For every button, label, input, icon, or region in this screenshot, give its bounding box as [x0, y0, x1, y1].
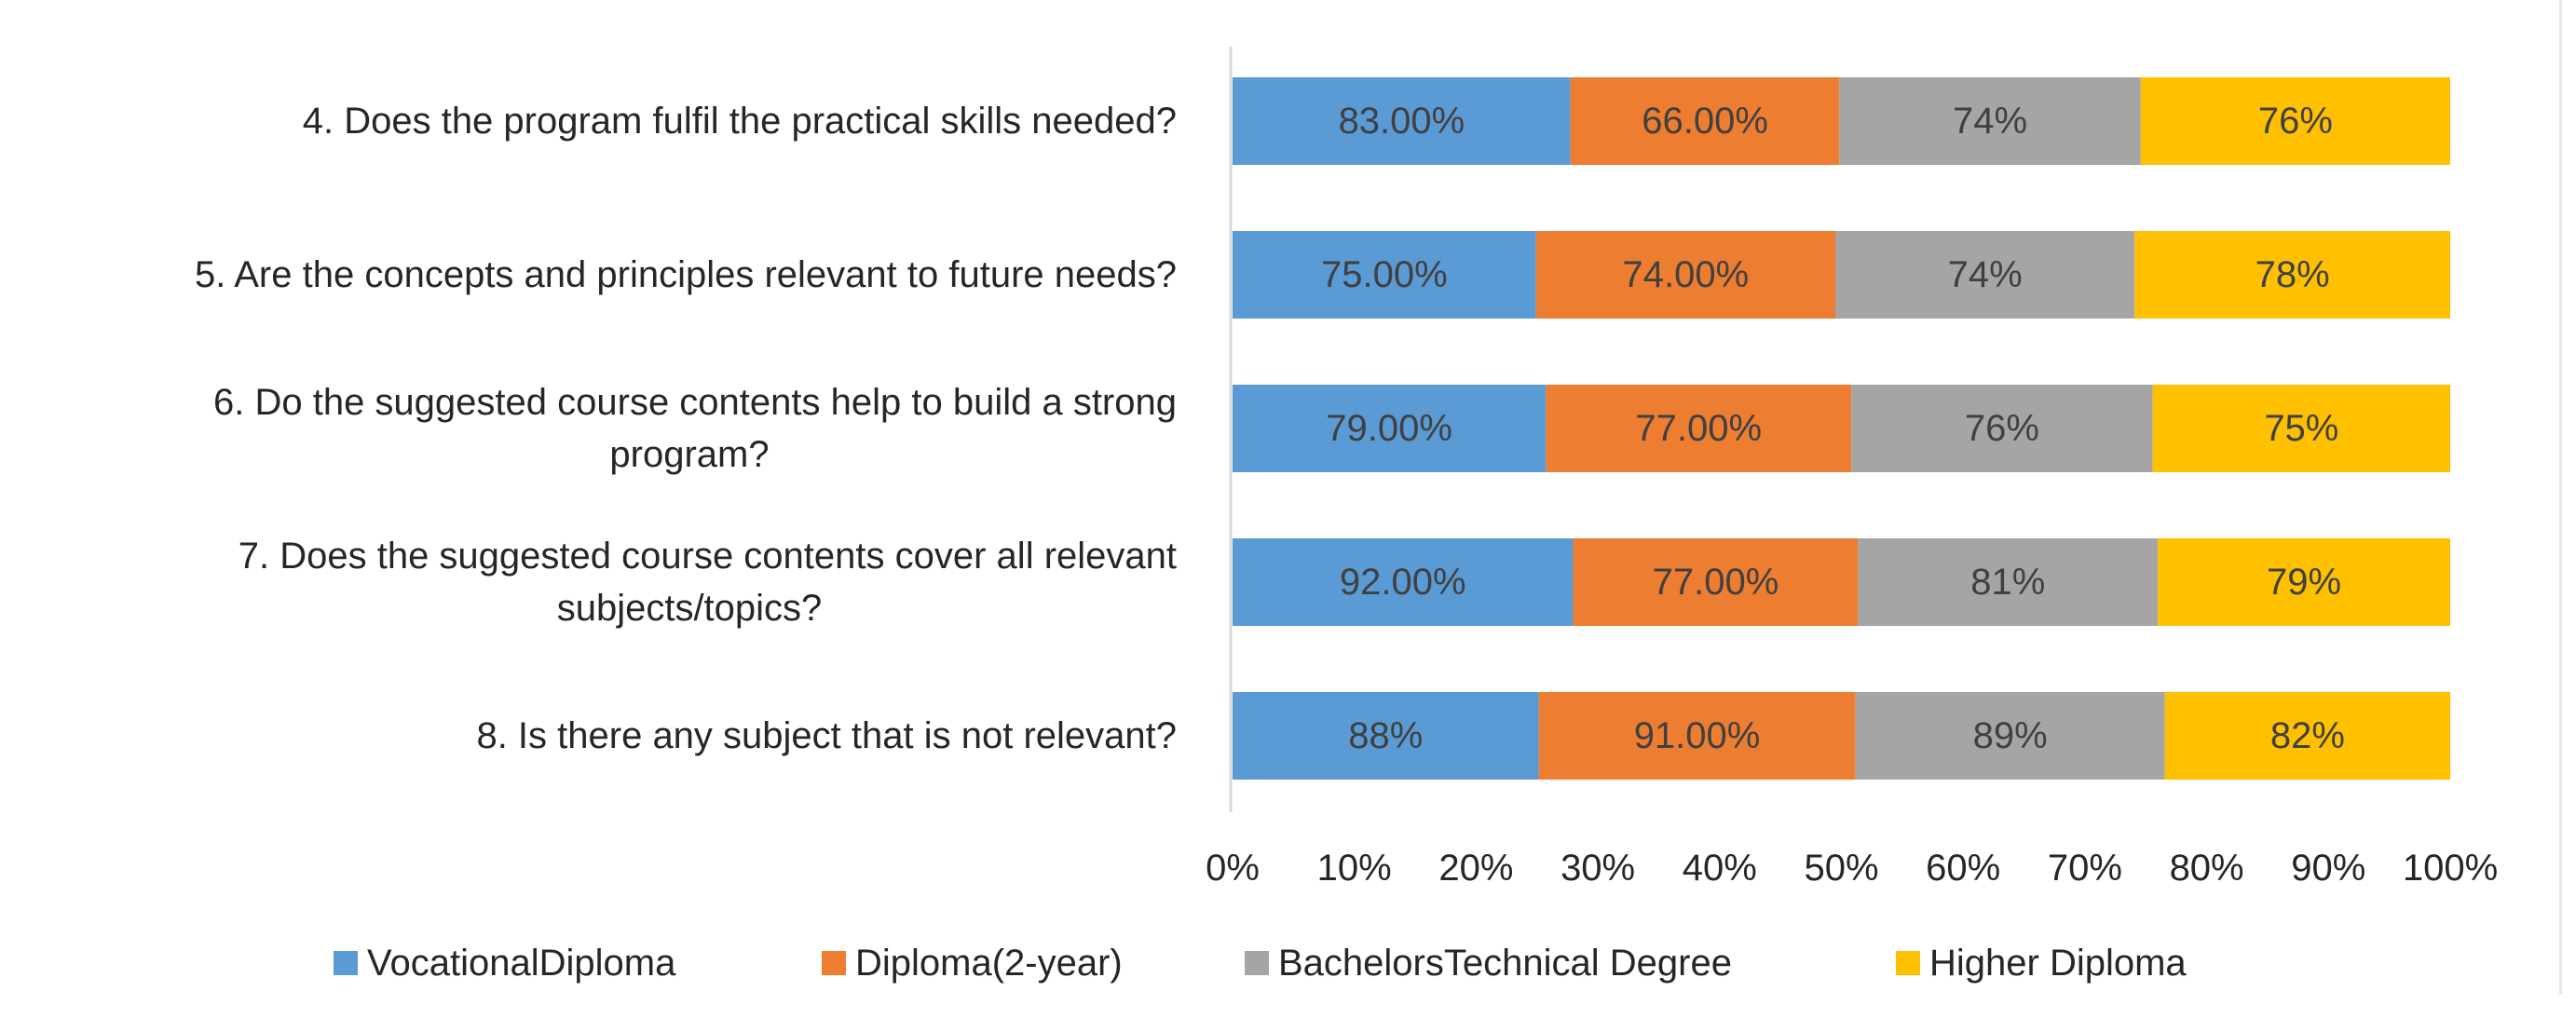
bar-segment	[1535, 231, 1835, 319]
bar-segment	[1233, 231, 1536, 319]
legend-swatch	[334, 951, 358, 975]
data-label: 77.00%	[1635, 408, 1762, 449]
data-label: 91.00%	[1634, 715, 1761, 756]
bar-segment	[2164, 692, 2450, 780]
category-label: 5. Are the concepts and principles relev…	[195, 254, 1177, 295]
x-tick-label: 50%	[1804, 848, 1878, 889]
data-label: 88%	[1348, 715, 1423, 756]
x-tick-label: 80%	[2170, 848, 2244, 889]
bar-segment	[1839, 77, 2141, 165]
data-label: 76%	[1965, 408, 2039, 449]
data-label: 92.00%	[1340, 562, 1466, 603]
category-label-line: 5. Are the concepts and principles relev…	[195, 254, 1177, 295]
bar-segment	[1834, 231, 2135, 319]
legend: VocationalDiploma Diploma(2-year) Bachelor…	[334, 943, 2187, 984]
data-label: 75.00%	[1321, 254, 1448, 295]
data-labels-layer: 83.00% 66.00% 74% 76% 75.00% 74.00% 74% 78% 79.0…	[1321, 101, 2345, 756]
category-label: 8. Is there any subject that is not rele…	[476, 715, 1177, 756]
data-label: 78%	[2256, 254, 2330, 295]
bar-segment	[1855, 692, 2165, 780]
category-label-line: 8. Is there any subject that is not rele…	[476, 715, 1177, 756]
x-tick-label: 100%	[2403, 848, 2498, 889]
bars-layer	[1233, 77, 2450, 780]
data-label: 81%	[1970, 562, 2045, 603]
category-label: 4. Does the program fulfil the practical…	[303, 101, 1177, 142]
bar-segment	[1233, 538, 1574, 626]
data-label: 89%	[1973, 715, 2048, 756]
x-tick-label: 60%	[1926, 848, 2000, 889]
category-label-line: 7. Does the suggested course contents co…	[239, 536, 1177, 577]
category-label-line: 4. Does the program fulfil the practical…	[303, 101, 1177, 142]
data-label: 79.00%	[1326, 408, 1452, 449]
bar-segment	[1538, 692, 1856, 780]
category-label-line: subjects/topics?	[557, 588, 823, 629]
bar-segment	[2152, 385, 2450, 472]
legend-swatch	[822, 951, 846, 975]
category-label: 6. Do the suggested course contents help…	[213, 382, 1177, 475]
x-tick-label: 10%	[1317, 848, 1392, 889]
bar-segment	[1570, 77, 1840, 165]
x-tick-label: 0%	[1206, 848, 1260, 889]
bar-segment	[1851, 385, 2153, 472]
x-axis-ticks: 0% 10% 20% 30% 40% 50% 60% 70% 80% 90% 100%	[1206, 848, 2498, 889]
bar-segment	[1858, 538, 2159, 626]
data-label: 74%	[1948, 254, 2023, 295]
legend-swatch	[1245, 951, 1269, 975]
bar-segment	[1573, 538, 1859, 626]
x-tick-label: 40%	[1683, 848, 1757, 889]
x-tick-label: 20%	[1438, 848, 1513, 889]
data-label: 75%	[2264, 408, 2338, 449]
category-label-line: program?	[609, 434, 769, 475]
data-label: 77.00%	[1653, 562, 1779, 603]
legend-swatch	[1896, 951, 1920, 975]
bar-segment	[2158, 538, 2450, 626]
legend-label: VocationalDiploma	[367, 943, 676, 984]
x-tick-label: 70%	[2048, 848, 2122, 889]
data-label: 66.00%	[1642, 101, 1768, 142]
category-label-line: 6. Do the suggested course contents help…	[213, 382, 1177, 423]
chart-border-edge	[2559, 0, 2562, 995]
bar-segment	[1233, 692, 1539, 780]
legend-label: Diploma(2-year)	[855, 943, 1123, 984]
category-labels-layer: 4. Does the program fulfil the practical…	[195, 101, 1177, 756]
x-tick-label: 90%	[2291, 848, 2365, 889]
data-label: 74.00%	[1622, 254, 1749, 295]
bar-segment	[1233, 385, 1547, 472]
bar-segment	[1233, 77, 1571, 165]
x-tick-label: 30%	[1561, 848, 1635, 889]
data-label: 74%	[1953, 101, 2027, 142]
legend-label: Higher Diploma	[1929, 943, 2187, 984]
bar-segment	[2140, 77, 2450, 165]
bar-segment	[2134, 231, 2450, 319]
legend-label: BachelorsTechnical Degree	[1278, 943, 1732, 984]
data-label: 76%	[2258, 101, 2333, 142]
data-label: 79%	[2267, 562, 2341, 603]
bar-segment	[1546, 385, 1852, 472]
data-label: 82%	[2270, 715, 2345, 756]
data-label: 83.00%	[1339, 101, 1465, 142]
category-label: 7. Does the suggested course contents co…	[239, 536, 1177, 629]
